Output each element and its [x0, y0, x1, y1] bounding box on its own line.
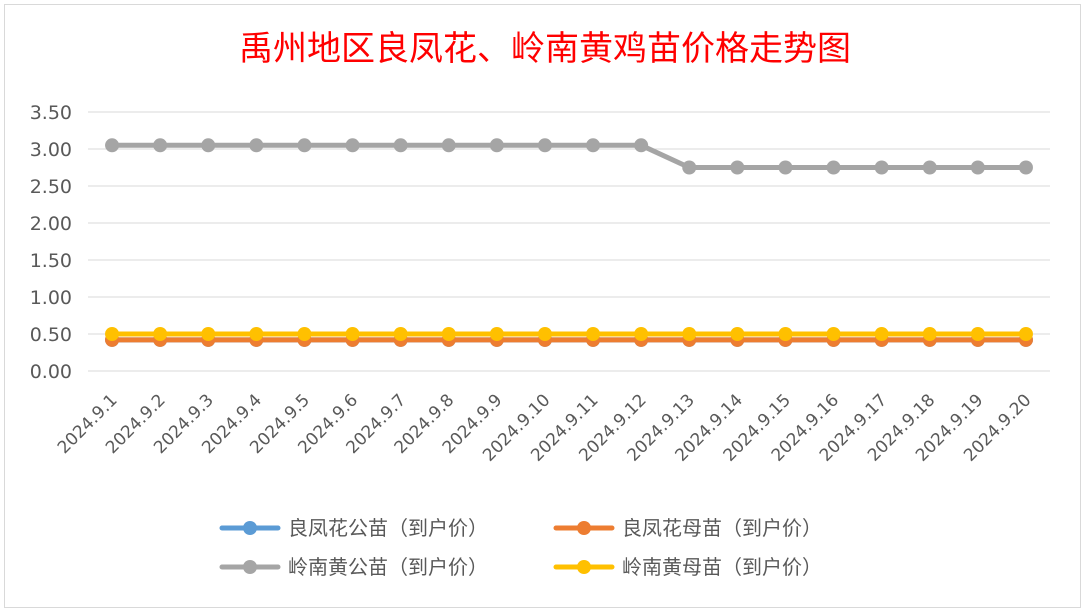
legend-marker [577, 521, 591, 535]
data-point [249, 138, 264, 153]
data-point [537, 138, 552, 153]
series-4 [105, 327, 1033, 341]
legend-label: 良凤花公苗（到户价） [288, 516, 488, 540]
data-point [1018, 327, 1033, 341]
data-point [345, 327, 360, 341]
data-point [297, 138, 312, 153]
chart-frame [4, 4, 1081, 608]
data-point [537, 327, 552, 341]
data-point [249, 327, 264, 341]
y-tick-label: 3.00 [30, 139, 72, 161]
data-point [778, 160, 793, 175]
data-point [297, 327, 312, 341]
data-point [682, 160, 697, 175]
legend-item: 良凤花公苗（到户价） [219, 516, 488, 540]
data-point [393, 327, 408, 341]
data-point [489, 327, 504, 341]
y-tick-label: 1.50 [30, 250, 72, 272]
y-tick-label: 2.50 [30, 176, 72, 198]
legend-marker [577, 560, 591, 574]
data-point [634, 327, 649, 341]
chart-title: 禹州地区良凤花、岭南黄鸡苗价格走势图 [239, 29, 851, 69]
series-line [109, 142, 1029, 170]
data-point [826, 327, 841, 341]
data-point [441, 138, 456, 153]
data-point [393, 138, 408, 153]
data-point [682, 327, 697, 341]
data-point [201, 327, 216, 341]
y-tick-label: 2.00 [30, 213, 72, 235]
data-point [970, 160, 985, 175]
y-axis-ticks: 0.00 0.50 1.00 1.50 2.00 2.50 3.00 3.50 [30, 102, 72, 383]
data-point [730, 160, 745, 175]
data-point [874, 327, 889, 341]
legend-marker [243, 560, 257, 574]
data-point [922, 160, 937, 175]
data-point [730, 327, 745, 341]
y-tick-label: 0.00 [30, 361, 72, 383]
y-tick-label: 0.50 [30, 324, 72, 346]
data-point [441, 327, 456, 341]
x-axis-ticks: 2024.9.12024.9.22024.9.32024.9.42024.9.5… [54, 390, 1036, 465]
data-point [922, 327, 937, 341]
y-tick-label: 3.50 [30, 102, 72, 124]
legend-marker [243, 521, 257, 535]
legend-label: 岭南黄公苗（到户价） [288, 555, 488, 579]
data-point [1018, 160, 1033, 175]
data-point [586, 138, 601, 153]
data-point [970, 327, 985, 341]
data-point [874, 160, 889, 175]
data-point [345, 138, 360, 153]
legend-label: 良凤花母苗（到户价） [622, 516, 822, 540]
data-point [826, 160, 841, 175]
legend-item: 良凤花母苗（到户价） [553, 516, 822, 540]
data-point [489, 138, 504, 153]
legend: 良凤花公苗（到户价） 良凤花母苗（到户价） 岭南黄公苗（到户价） 岭南黄母苗（到户价） [219, 516, 822, 579]
data-point [634, 138, 649, 153]
data-point [105, 138, 120, 153]
y-tick-label: 1.00 [30, 287, 72, 309]
data-point [105, 327, 120, 341]
legend-item: 岭南黄母苗（到户价） [553, 555, 822, 579]
legend-item: 岭南黄公苗（到户价） [219, 555, 488, 579]
data-point [778, 327, 793, 341]
data-point [153, 138, 168, 153]
legend-label: 岭南黄母苗（到户价） [622, 555, 822, 579]
series-3 [105, 138, 1033, 175]
data-point [201, 138, 216, 153]
data-point [586, 327, 601, 341]
series-layer [105, 138, 1033, 347]
data-point [153, 327, 168, 341]
